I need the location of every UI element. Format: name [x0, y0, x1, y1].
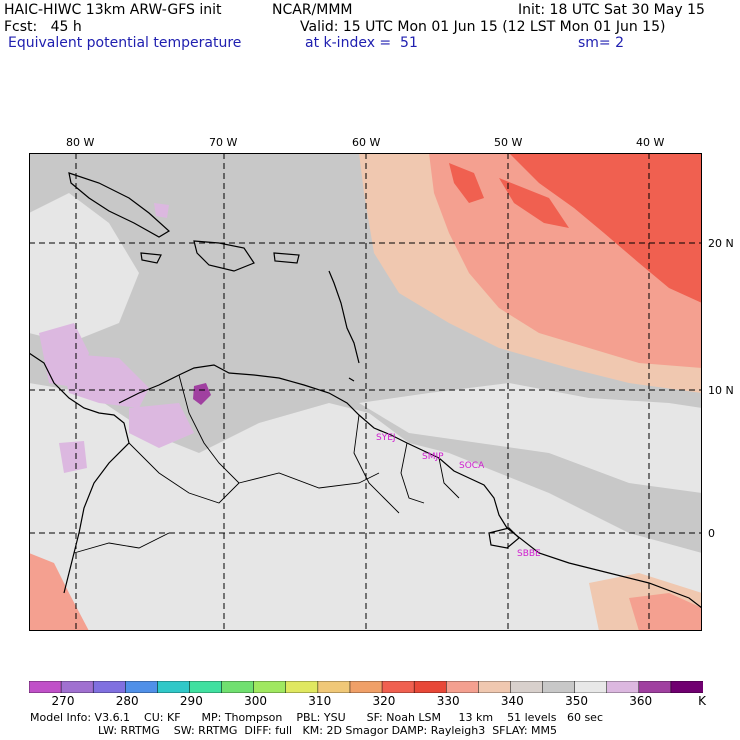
colorbar-label: 290	[179, 694, 203, 708]
colorbar-swatch	[510, 681, 544, 693]
colorbar-swatch	[445, 681, 480, 693]
colorbar-label: 350	[565, 694, 588, 708]
colorbar-swatch	[349, 681, 383, 693]
colorbar-swatch	[221, 681, 255, 693]
init-time: Init: 18 UTC Sat 30 May 15	[518, 2, 705, 18]
puerto-rico-coast	[273, 252, 300, 264]
center-label: NCAR/MMM	[272, 2, 353, 18]
map-frame	[29, 153, 702, 631]
french-guiana-border	[438, 457, 460, 499]
colorbar-label: 320	[372, 694, 396, 708]
lesser-antilles	[328, 270, 360, 382]
colorbar-label: 330	[436, 694, 460, 708]
colorbar-swatch	[29, 681, 62, 693]
colorbar-label: 300	[244, 694, 268, 708]
station-sbbe: SBBE	[517, 549, 541, 559]
colorbar-swatch	[317, 681, 351, 693]
colorbar	[29, 681, 703, 693]
lat-label-0: 0	[708, 527, 715, 540]
coastlines	[29, 172, 702, 609]
colorbar-swatch	[157, 681, 191, 693]
pacific-coast	[63, 442, 130, 594]
amazon-delta	[488, 527, 520, 549]
jamaica-coast	[140, 252, 162, 264]
colorbar-swatch	[606, 681, 640, 693]
lon-label-40w: 40 W	[636, 136, 665, 149]
colorbar-swatch	[381, 681, 415, 693]
colorbar-swatch	[253, 681, 287, 693]
guyana-border	[353, 414, 400, 514]
model-title: HAIC-HIWC 13km ARW-GFS init	[4, 2, 222, 18]
model-info-line-2: LW: RRTMG SW: RRTMG DIFF: full KM: 2D Sm…	[98, 724, 558, 737]
warm-streak-2	[499, 178, 569, 228]
warm-streak-1	[449, 163, 484, 203]
colombia-south-border	[128, 442, 240, 504]
theta-e-map: SYEJ SMJP SOCA SBBE	[29, 153, 702, 631]
station-syej: SYEJ	[376, 433, 396, 443]
colorbar-swatch	[542, 681, 576, 693]
lilac-patch-4	[59, 441, 87, 473]
colorbar-swatch	[189, 681, 223, 693]
colorbar-swatch	[60, 681, 94, 693]
warm-region-se-core	[629, 593, 702, 631]
station-soca: SOCA	[459, 461, 485, 471]
colorbar-swatch	[478, 681, 512, 693]
lilac-patch-2	[59, 353, 149, 408]
field-name: Equivalent potential temperature	[8, 35, 242, 51]
lon-label-80w: 80 W	[66, 136, 95, 149]
light-region-west	[49, 443, 129, 593]
lat-label-20n: 20 N	[708, 237, 734, 250]
colorbar-swatch	[574, 681, 608, 693]
level-label: at k-index = 51	[305, 35, 418, 51]
lon-label-70w: 70 W	[209, 136, 238, 149]
light-region-atlantic	[359, 383, 702, 493]
colombia-venezuela-border	[178, 374, 240, 484]
colorbar-swatch	[125, 681, 159, 693]
graticule	[29, 153, 702, 631]
maracaibo-patch	[193, 383, 211, 405]
forecast-hour: Fcst: 45 h	[4, 19, 82, 35]
venezuela-brazil-border	[238, 472, 380, 489]
lon-label-50w: 50 W	[494, 136, 523, 149]
light-region-caribbean	[29, 193, 139, 343]
colorbar-swatch	[413, 681, 447, 693]
central-america-coast	[29, 352, 130, 444]
lilac-patch-5	[154, 203, 169, 218]
valid-time: Valid: 15 UTC Mon 01 Jun 15 (12 LST Mon …	[300, 19, 666, 35]
model-info-line-1: Model Info: V3.6.1 CU: KF MP: Thompson P…	[30, 711, 603, 724]
warm-region-sw	[29, 553, 89, 631]
cuba-coast	[68, 172, 171, 238]
suriname-border	[400, 442, 425, 504]
ecuador-peru-border	[73, 532, 170, 554]
south-america-north-coast	[118, 364, 508, 529]
colorbar-swatch	[92, 681, 127, 693]
colorbar-label: 340	[500, 694, 524, 708]
station-smjp: SMJP	[422, 452, 444, 462]
colorbar-label: 360	[629, 694, 653, 708]
hispaniola-coast	[193, 240, 255, 272]
lat-label-10n: 10 N	[708, 384, 734, 397]
colorbar-unit: K	[698, 694, 706, 708]
colorbar-swatch	[285, 681, 319, 693]
smoothing-label: sm= 2	[578, 35, 625, 51]
colorbar-label: 270	[51, 694, 75, 708]
lon-label-60w: 60 W	[352, 136, 381, 149]
colorbar-swatch	[670, 681, 703, 693]
colorbar-swatch	[638, 681, 672, 693]
warm-band-red	[509, 153, 702, 303]
lilac-patch-3	[129, 403, 194, 448]
brazil-east-coast	[506, 527, 702, 609]
country-borders	[73, 374, 460, 554]
colorbar-label: 280	[115, 694, 139, 708]
colorbar-label: 310	[308, 694, 332, 708]
